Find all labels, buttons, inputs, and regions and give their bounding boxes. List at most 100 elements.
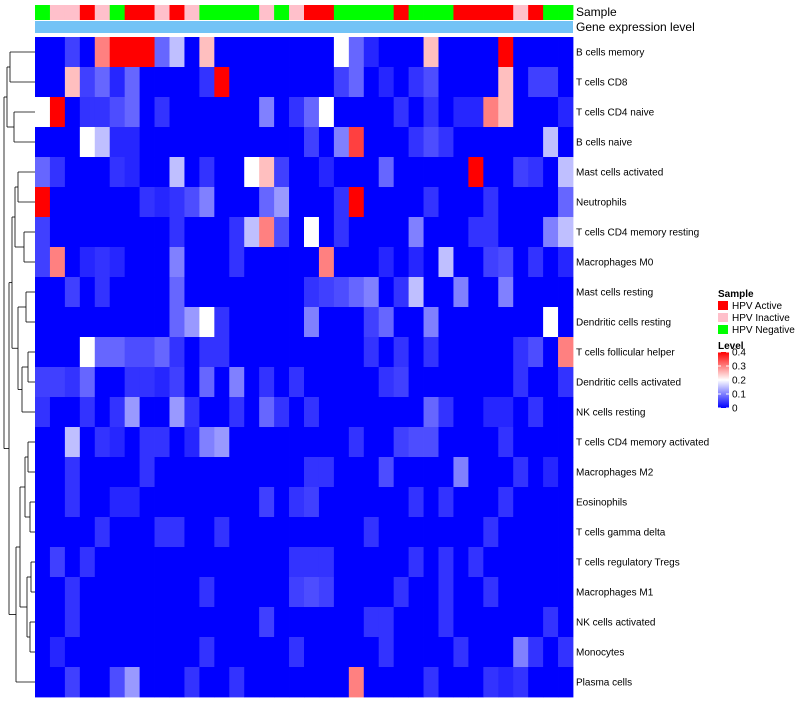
heatmap-cell — [124, 547, 141, 578]
heatmap-cell — [468, 187, 484, 218]
heatmap-cell — [139, 457, 155, 488]
heatmap-cell — [35, 397, 51, 428]
heatmap-cell — [109, 397, 126, 428]
heatmap-cell — [124, 247, 141, 278]
heatmap-cell — [348, 187, 365, 218]
heatmap-cell — [214, 397, 230, 428]
heatmap-cell — [304, 217, 320, 248]
sample-annotation-cell — [558, 5, 574, 20]
heatmap-cell — [94, 337, 111, 368]
heatmap-cell — [274, 127, 290, 158]
heatmap-cell — [169, 487, 185, 518]
heatmap-cell — [438, 127, 454, 158]
heatmap-cell — [498, 397, 514, 428]
heatmap-cell — [199, 37, 215, 68]
heatmap-cell — [169, 397, 185, 428]
heatmap-cell — [244, 247, 260, 278]
heatmap-cell — [259, 307, 275, 338]
heatmap-cell — [289, 637, 305, 668]
heatmap-cell — [229, 37, 245, 68]
heatmap-cell — [154, 277, 170, 308]
heatmap-cell — [259, 247, 275, 278]
row-labels: B cells memory T cells CD8 T cells CD4 nai… — [576, 48, 709, 689]
heatmap-cell — [393, 337, 410, 368]
heatmap-cell — [94, 157, 111, 188]
heatmap-cell — [79, 37, 96, 68]
heatmap-cell — [318, 397, 335, 428]
heatmap-cell — [79, 577, 96, 608]
heatmap-cell — [139, 187, 155, 218]
heatmap-cell — [169, 97, 185, 128]
heatmap-cell — [289, 67, 305, 98]
heatmap-cell — [214, 637, 230, 668]
heatmap-cell — [244, 307, 260, 338]
heatmap-cell — [214, 367, 230, 398]
heatmap-cell — [393, 457, 410, 488]
heatmap-cell — [79, 397, 96, 428]
level-legend-title: Level — [718, 341, 744, 352]
heatmap-cell — [94, 127, 111, 158]
heatmap-cell — [274, 667, 290, 698]
heatmap-cell — [169, 247, 185, 278]
heatmap-cell — [244, 67, 260, 98]
heatmap-cell — [498, 547, 514, 578]
heatmap-cell — [154, 67, 170, 98]
heatmap-cell — [139, 667, 155, 698]
heatmap-cell — [348, 217, 365, 248]
heatmap-cell — [438, 367, 454, 398]
heatmap-cell — [154, 157, 170, 188]
heatmap-cell — [244, 517, 260, 548]
sample-annotation-cell — [184, 5, 200, 20]
heatmap-cell — [154, 637, 170, 668]
heatmap-cell — [229, 577, 245, 608]
heatmap-cell — [35, 277, 51, 308]
heatmap-cell — [348, 277, 365, 308]
heatmap-cell — [498, 367, 514, 398]
heatmap-cell — [274, 97, 290, 128]
heatmap-cell — [259, 217, 275, 248]
heatmap-cell — [184, 247, 200, 278]
heatmap-cell — [468, 487, 484, 518]
heatmap-cell — [528, 247, 544, 278]
heatmap-cell — [169, 307, 185, 338]
heatmap-cell — [94, 97, 111, 128]
heatmap-cell — [259, 427, 275, 458]
sample-annotation-cell — [423, 5, 439, 20]
heatmap-cell — [423, 667, 439, 698]
heatmap-cell — [169, 67, 185, 98]
heatmap-cell — [79, 337, 96, 368]
sample-annotation-cell — [274, 5, 290, 20]
heatmap-cell — [244, 577, 260, 608]
heatmap-cell — [558, 37, 574, 68]
heatmap-cell — [289, 577, 305, 608]
heatmap-cell — [289, 97, 305, 128]
heatmap-cell — [468, 637, 484, 668]
heatmap-cell — [289, 427, 305, 458]
heatmap-cell — [513, 247, 529, 278]
heatmap-cell — [468, 547, 484, 578]
heatmap-cell — [363, 517, 380, 548]
heatmap-cell — [513, 487, 529, 518]
heatmap-cell — [498, 217, 514, 248]
heatmap-cell — [214, 217, 230, 248]
heatmap-cell — [363, 277, 380, 308]
heatmap-cell — [498, 277, 514, 308]
heatmap-cell — [274, 247, 290, 278]
heatmap-cell — [169, 127, 185, 158]
sample-annotation-cell — [259, 5, 275, 20]
heatmap-cell — [79, 277, 96, 308]
heatmap-cell — [304, 337, 320, 368]
heatmap-cell — [423, 127, 439, 158]
heatmap-cell — [244, 127, 260, 158]
legend-swatch-hpv-inactive — [718, 313, 728, 322]
heatmap-cell — [483, 457, 499, 488]
heatmap-cell — [184, 277, 200, 308]
heatmap-cell — [378, 187, 395, 218]
heatmap-cell — [199, 577, 215, 608]
heatmap-cell — [64, 667, 81, 698]
heatmap-cell — [274, 67, 290, 98]
heatmap-cell — [483, 247, 499, 278]
heatmap-cell — [35, 517, 51, 548]
heatmap-cell — [348, 517, 365, 548]
heatmap-cell — [543, 37, 559, 68]
